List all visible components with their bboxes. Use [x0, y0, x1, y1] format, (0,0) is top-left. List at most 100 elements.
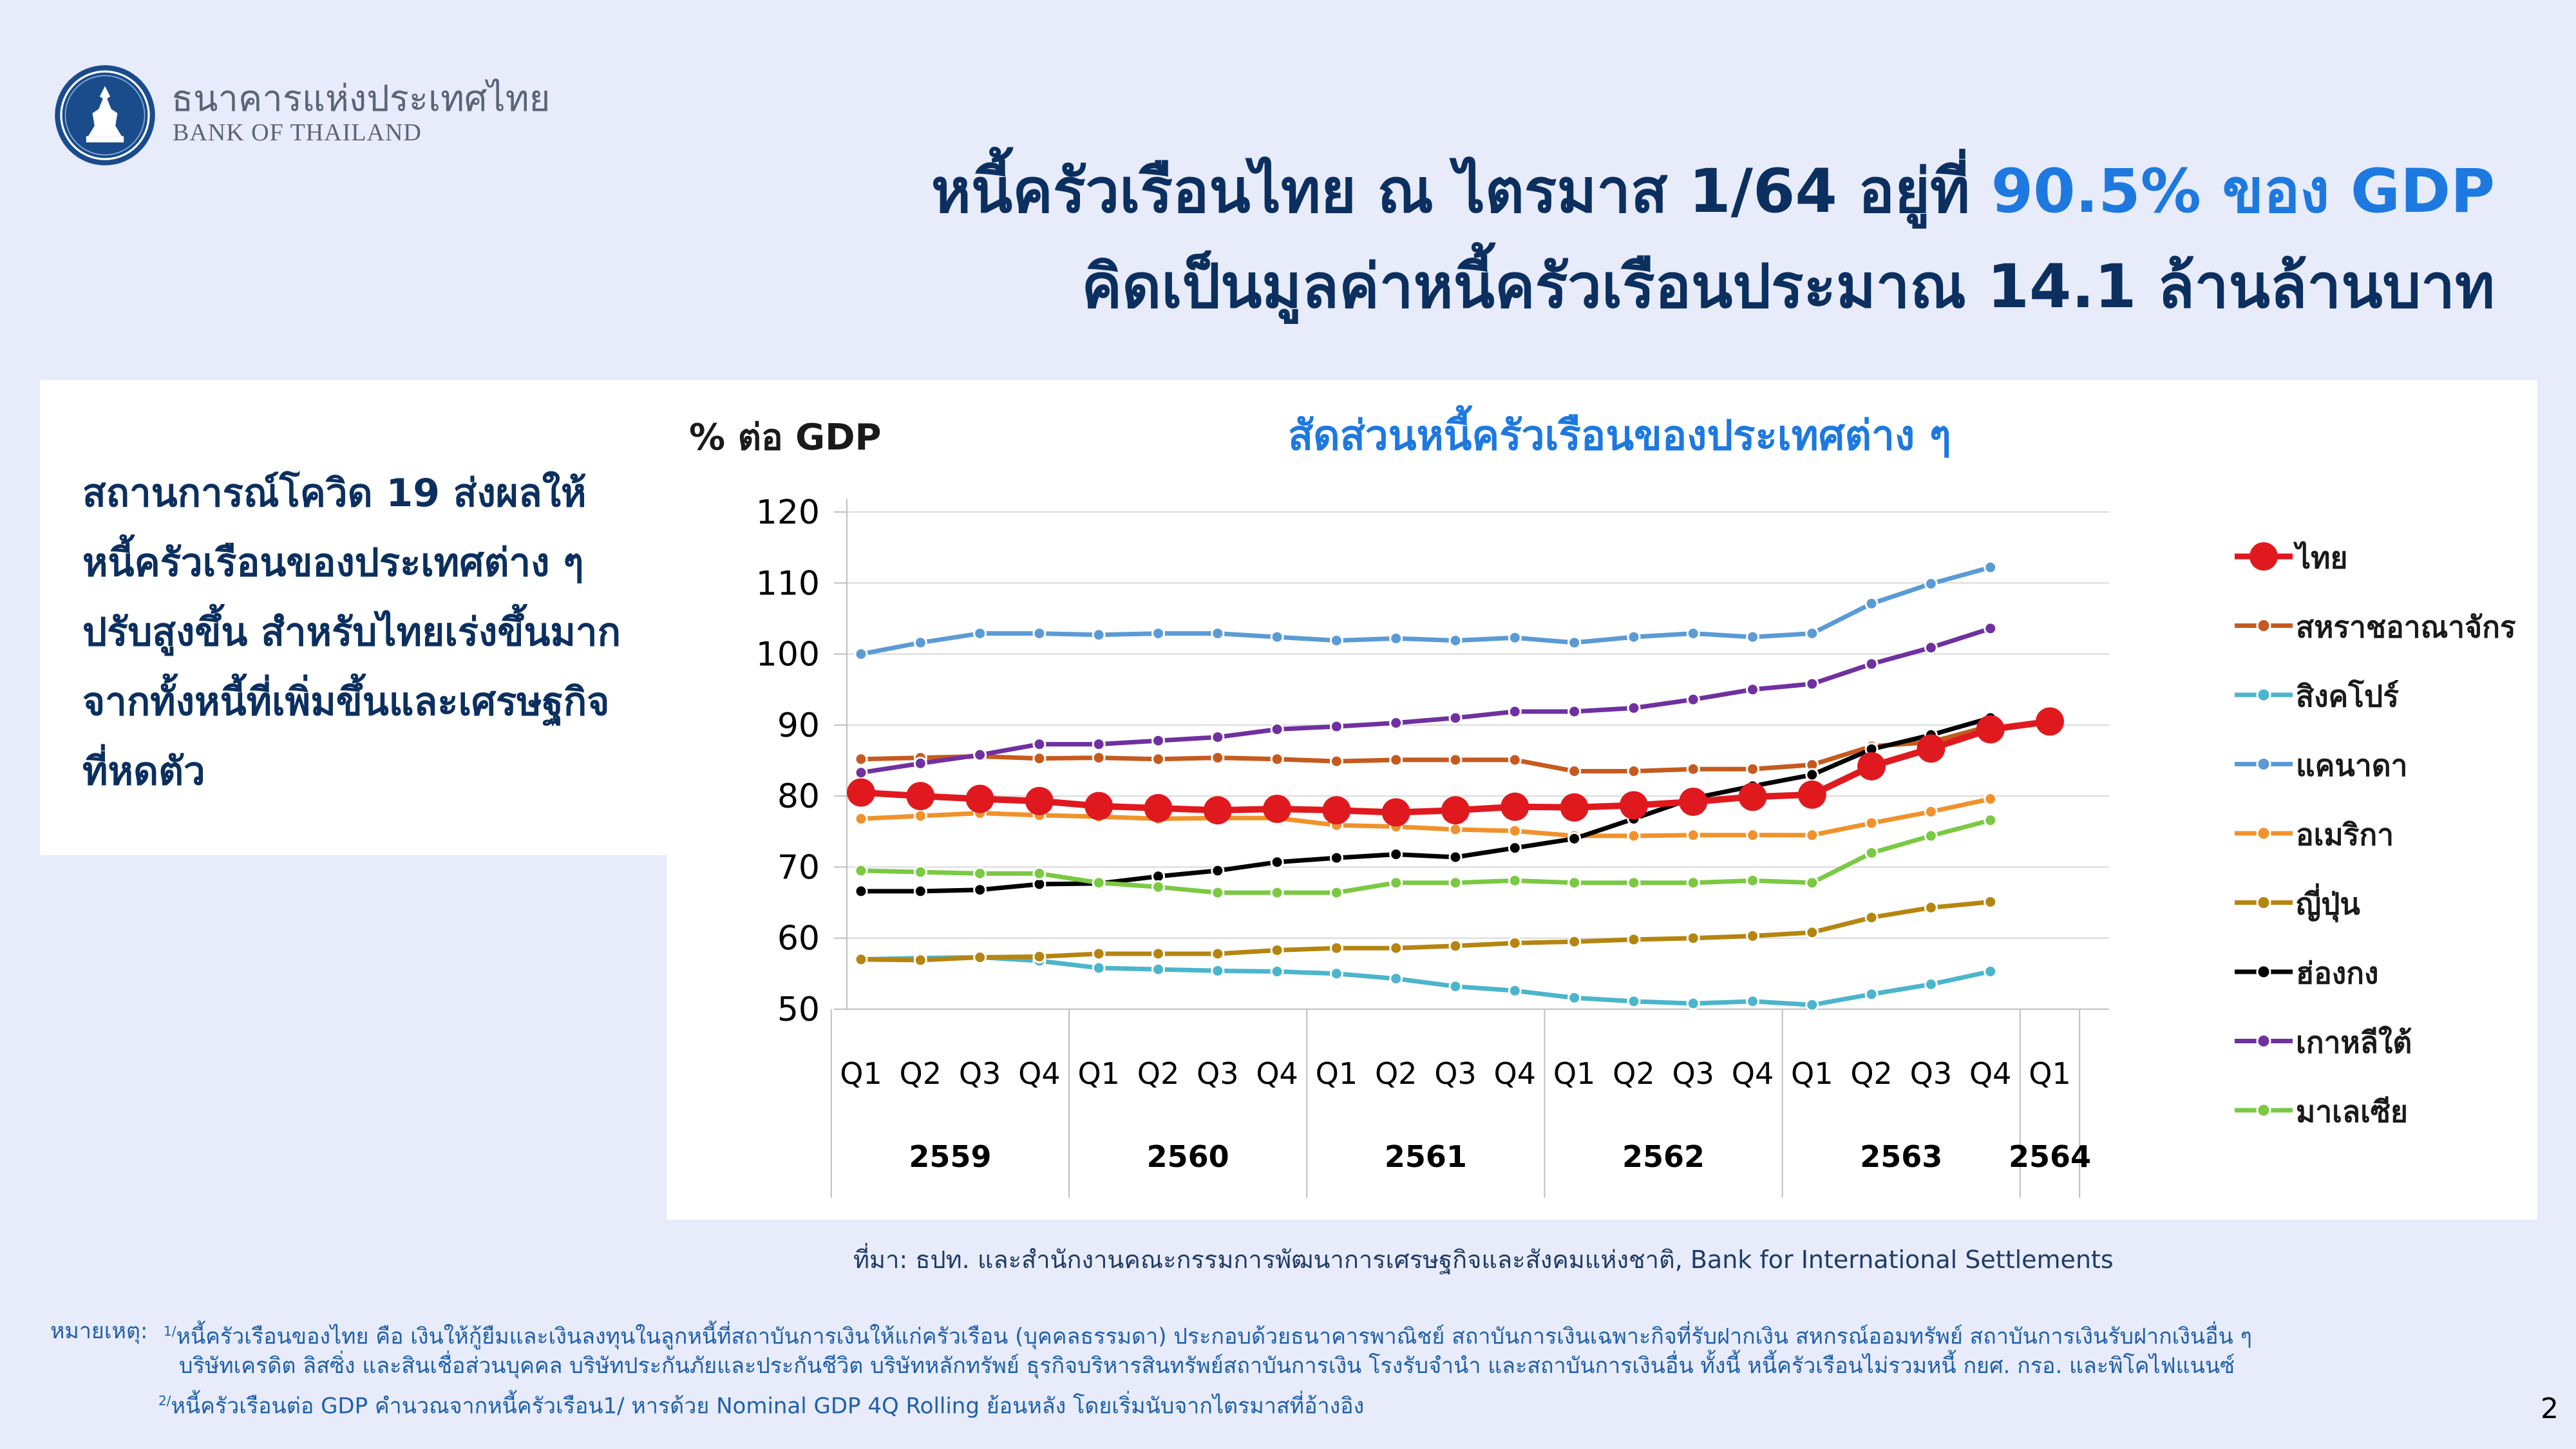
- data-point: [1746, 828, 1759, 842]
- legend-label: แคนาดา: [2296, 748, 2407, 783]
- data-point: [1389, 848, 1403, 862]
- data-point: [847, 778, 875, 807]
- data-point: [1686, 762, 1700, 776]
- x-group-label: 2559: [909, 1139, 991, 1174]
- data-point: [1797, 780, 1826, 809]
- data-point: [1924, 576, 1938, 591]
- legend-label: ไทย: [2293, 540, 2347, 575]
- data-point: [1508, 841, 1522, 855]
- data-point: [1864, 846, 1879, 860]
- data-point: [1144, 793, 1173, 822]
- source-note: ที่มา: ธปท. และสำนักงานคณะกรรมการพัฒนากา…: [853, 1245, 2114, 1274]
- data-point: [1864, 816, 1879, 830]
- x-tick-label: Q3: [1434, 1056, 1476, 1091]
- data-point: [1627, 994, 1641, 1009]
- y-tick-label: 90: [777, 706, 820, 745]
- data-point: [1270, 752, 1284, 766]
- series-line: [860, 900, 1991, 963]
- data-point: [1746, 683, 1759, 697]
- data-point: [913, 953, 927, 967]
- data-point: [1805, 768, 1819, 782]
- legend-label: ฮ่องกง: [2296, 956, 2378, 990]
- org-name-thai: ธนาคารแห่งประเทศไทย: [171, 78, 551, 120]
- series-line: [860, 818, 1991, 895]
- data-point: [913, 756, 927, 770]
- data-point: [1627, 933, 1641, 947]
- data-point: [1270, 943, 1284, 957]
- data-point: [1746, 929, 1759, 943]
- data-point: [1025, 786, 1054, 815]
- data-point: [1329, 719, 1343, 734]
- footnote-2: หนี้ครัวเรือนต่อ GDP คำนวณจากหนี้ครัวเรื…: [171, 1393, 1365, 1419]
- data-point: [1151, 734, 1165, 748]
- data-point: [1686, 931, 1700, 945]
- bank-of-thailand-seal-logo: [55, 65, 155, 166]
- summary-line: หนี้ครัวเรือนของประเทศต่าง ๆ: [82, 540, 584, 585]
- summary-line: สถานการณ์โควิด 19 ส่งผลให้: [82, 471, 587, 516]
- data-point: [1329, 634, 1343, 648]
- data-point: [1270, 722, 1284, 736]
- slide-title-line-1: หนี้ครัวเรือนไทย ณ ไตรมาส 1/64 อยู่ที่ 9…: [931, 143, 2495, 239]
- x-group-label: 2564: [2009, 1139, 2091, 1174]
- data-point: [1322, 796, 1351, 825]
- data-point: [1448, 939, 1463, 953]
- data-point: [1211, 947, 1225, 961]
- data-point: [1270, 630, 1284, 644]
- data-point: [1329, 754, 1343, 768]
- data-point: [1211, 730, 1225, 744]
- data-point: [1567, 876, 1582, 890]
- data-point: [1381, 798, 1410, 827]
- x-tick-label: Q2: [1850, 1056, 1892, 1091]
- data-point: [1270, 855, 1284, 869]
- legend-label: สหราชอาณาจักร: [2296, 610, 2516, 645]
- data-point: [1448, 711, 1463, 725]
- x-tick-label: Q1: [2029, 1056, 2070, 1091]
- data-point: [1924, 641, 1938, 655]
- data-point: [1686, 876, 1700, 890]
- x-group-label: 2561: [1385, 1139, 1467, 1174]
- data-point: [1084, 791, 1113, 820]
- data-point: [1924, 900, 1938, 914]
- data-point: [1032, 949, 1046, 963]
- x-tick-label: Q4: [1969, 1056, 2011, 1091]
- y-tick-label: 80: [777, 777, 820, 816]
- data-point: [1984, 813, 1998, 828]
- x-tick-label: Q4: [1494, 1056, 1536, 1091]
- data-point: [854, 952, 868, 967]
- x-tick-label: Q2: [900, 1056, 942, 1091]
- data-point: [1448, 876, 1463, 890]
- data-point: [1746, 630, 1759, 644]
- footnote-1-line-1: หนี้ครัวเรือนของไทย คือ เงินให้กู้ยืมและ…: [176, 1323, 2252, 1350]
- data-point: [1567, 934, 1582, 949]
- data-point: [1984, 560, 1998, 574]
- data-point: [913, 884, 927, 898]
- slide-title-line-2: คิดเป็นมูลค่าหนี้ครัวเรือนประมาณ 14.1 ล้…: [1081, 252, 2495, 322]
- data-point: [1924, 829, 1938, 843]
- data-point: [1567, 831, 1582, 846]
- data-point: [1032, 866, 1046, 880]
- data-point: [1211, 886, 1225, 900]
- data-point: [1686, 996, 1700, 1010]
- data-point: [1686, 828, 1700, 842]
- legend-label: สิงคโปร์: [2296, 679, 2399, 714]
- summary-line: ปรับสูงขึ้น สำหรับไทยเร่งขึ้นมาก: [82, 610, 621, 655]
- data-point: [1329, 967, 1343, 981]
- data-point: [1984, 792, 1998, 806]
- data-point: [1329, 851, 1343, 865]
- footnote-1-line-2: บริษัทเครดิต ลิสซิ่ง และสินเชื่อส่วนบุคค…: [179, 1353, 2235, 1379]
- text-panel: [40, 380, 675, 855]
- data-point: [1092, 737, 1106, 752]
- data-point: [1151, 752, 1165, 766]
- data-point: [854, 766, 868, 780]
- data-point: [1508, 936, 1522, 950]
- data-point: [1746, 873, 1759, 887]
- data-point: [1738, 782, 1767, 811]
- series-line: [860, 626, 1991, 775]
- data-point: [1092, 876, 1106, 890]
- series-line: [861, 715, 1991, 894]
- x-group-label: 2563: [1860, 1139, 1942, 1174]
- chart-title: สัดส่วนหนี้ครัวเรือนของประเทศต่าง ๆ: [1288, 405, 1951, 460]
- data-point: [906, 782, 935, 811]
- data-point: [1389, 941, 1403, 955]
- data-point: [913, 865, 927, 879]
